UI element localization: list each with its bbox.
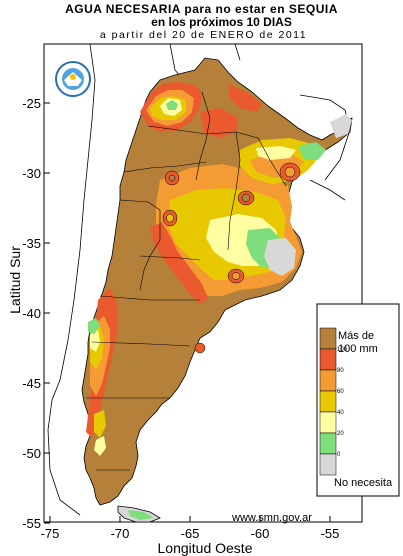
- region-80-100-cw: [150, 222, 208, 304]
- y-axis-ticks: -25 -30 -35 -40 -45 -50 -55: [22, 96, 50, 531]
- legend-bin-label: 0: [337, 452, 341, 458]
- spot-60-80-e: [231, 272, 241, 280]
- x-axis-label: Longitud Oeste: [158, 540, 253, 556]
- legend-swatch: [319, 411, 337, 434]
- region-20-40-ne: [256, 146, 296, 160]
- region-tdf-green: [128, 510, 154, 520]
- legend-swatch: [319, 432, 337, 455]
- x-tick-label: -65: [181, 526, 200, 541]
- y-tick-label: -45: [22, 376, 41, 391]
- spot-60-80-a: [284, 166, 296, 178]
- province-borders: [86, 91, 287, 471]
- region-20-40-patagonia-s: [94, 436, 106, 456]
- x-tick-label: -60: [251, 526, 270, 541]
- region-40-60-patagonia-s: [94, 410, 106, 438]
- legend-swatch: [319, 348, 337, 371]
- credit-url: www.smn.gov.ar: [231, 512, 312, 524]
- region-0-20-ne: [298, 142, 326, 160]
- spot-60-80-b: [241, 193, 251, 203]
- region-20-40-patagonia: [90, 330, 100, 352]
- legend-swatch: [319, 390, 337, 413]
- legend-bottom-label: No necesita: [334, 477, 393, 489]
- region-none-center: [264, 238, 296, 276]
- y-tick-label: -40: [22, 306, 41, 321]
- spot-60-80-d: [166, 213, 174, 223]
- map-subtitle: en los próximos 10 DIAS: [151, 15, 292, 29]
- legend-top-label-line1: Más de: [338, 330, 374, 342]
- legend-bin-label: 40: [337, 410, 344, 416]
- region-80-100-north: [228, 84, 262, 112]
- y-axis-label: Latitud Sur: [7, 246, 23, 314]
- legend-swatch: [319, 453, 337, 476]
- map-title: AGUA NECESARIA para no estar en SEQUIA: [65, 2, 338, 16]
- region-none-ne: [330, 114, 352, 138]
- legend-top-label-line2: 100 mm: [338, 343, 378, 355]
- y-tick-label: -30: [22, 166, 41, 181]
- x-axis-ticks: -75 -70 -65 -60 -55: [41, 516, 340, 541]
- legend-bin-label: 80: [337, 368, 344, 374]
- spot-over-100-c: [168, 174, 176, 182]
- y-tick-label: -25: [22, 96, 41, 111]
- y-tick-label: -50: [22, 446, 41, 461]
- region-0-20-nw: [166, 100, 178, 110]
- legend-swatch: [319, 369, 337, 392]
- legend-bin-label: 20: [337, 431, 344, 437]
- legend-swatch: [319, 327, 337, 350]
- legend: 100 80 60 40 20 0 Más de 100 mm No necesita: [316, 303, 400, 497]
- x-tick-label: -75: [41, 526, 60, 541]
- x-tick-label: -70: [111, 526, 130, 541]
- map-date-line: a partir del 20 de ENERO de 2011: [99, 29, 308, 41]
- x-tick-label: -55: [321, 526, 340, 541]
- y-tick-label: -55: [22, 516, 41, 531]
- region-0-20-patagonia: [88, 318, 100, 334]
- y-tick-label: -35: [22, 236, 41, 251]
- legend-bin-label: 60: [337, 389, 344, 395]
- smn-logo: [55, 61, 91, 97]
- legend-bin-label: 100: [337, 347, 348, 353]
- spot-80-100-f: [194, 342, 206, 354]
- argentina-map: [81, 57, 353, 523]
